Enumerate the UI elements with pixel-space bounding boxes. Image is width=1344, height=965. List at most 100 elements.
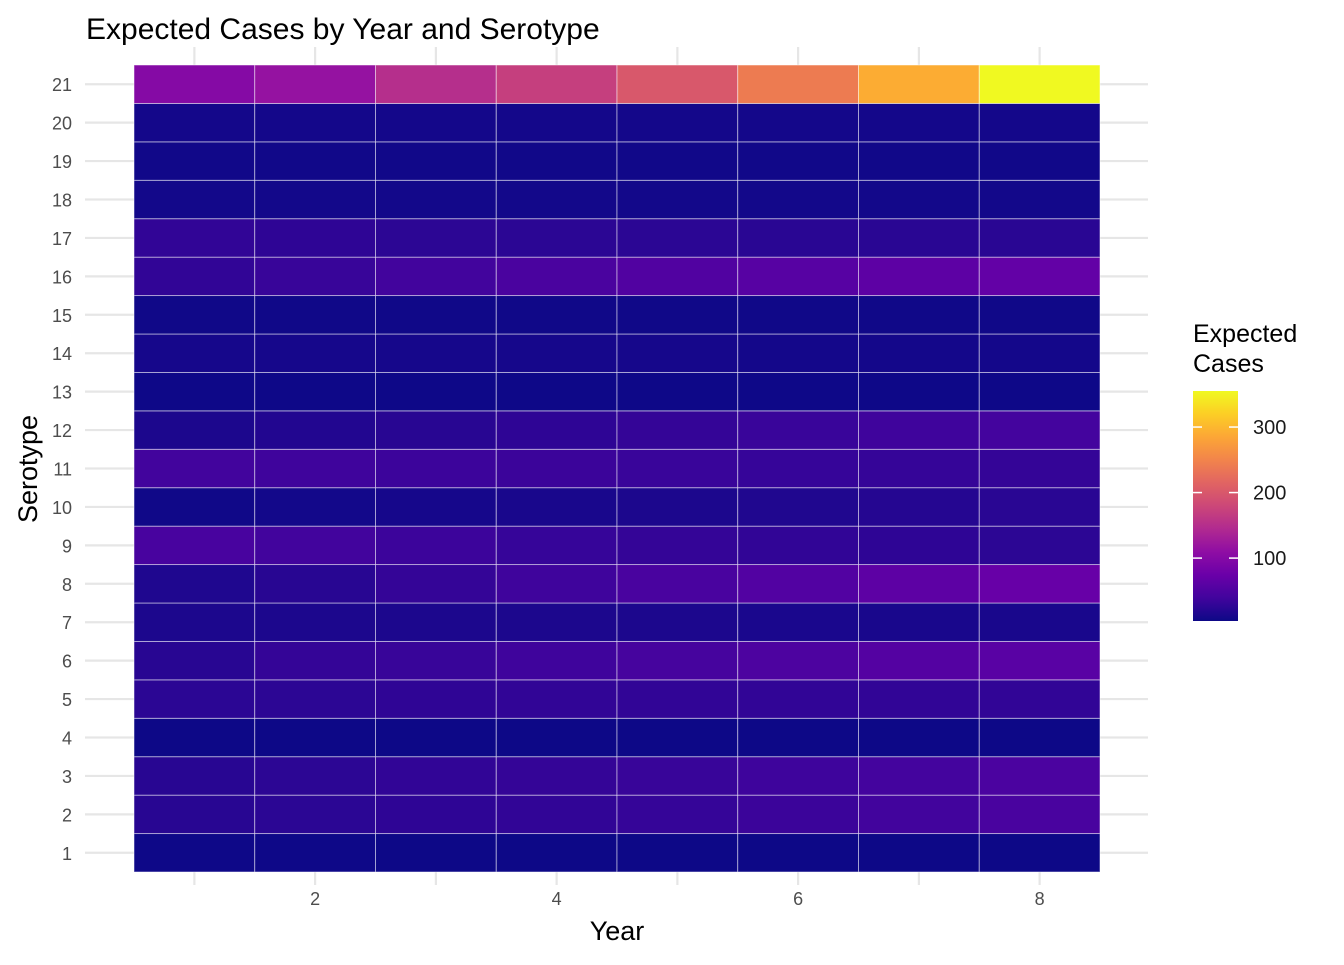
heatmap-cell-s18-y4 [495,179,618,220]
heatmap-cell-s4-y1 [133,717,256,758]
heatmap-cell-s8-y2 [254,564,376,604]
heatmap-cell-s14-y4 [495,333,618,373]
heatmap-cell-s6-y1 [133,640,256,681]
y-tick-label-11: 11 [53,460,72,480]
y-tick-label-3: 3 [62,767,72,787]
heatmap-cell-s3-y8 [978,756,1101,796]
heatmap-cell-s1-y8 [978,833,1101,873]
heatmap-cell-s6-y3 [375,640,497,681]
heatmap-cell-s15-y2 [254,295,376,335]
heatmap-cell-s20-y1 [133,102,256,143]
heatmap-cell-s17-y4 [495,218,618,258]
heatmap-cell-s13-y2 [254,371,376,412]
heatmap-cell-s18-y7 [858,179,980,220]
heatmap-cell-s3-y2 [254,756,376,796]
heatmap-cell-s21-y3 [375,64,497,104]
heatmap-cell-s16-y3 [375,256,497,297]
legend-tick-label-200: 200 [1253,483,1286,505]
heatmap-cell-s13-y3 [375,371,497,412]
heatmap-cell-s1-y3 [375,833,497,873]
heatmap-cell-s11-y7 [858,448,980,489]
heatmap-cell-s7-y7 [858,602,980,642]
heatmap-cell-s9-y3 [375,525,497,566]
heatmap-cell-s5-y8 [978,679,1101,719]
heatmap-cell-s3-y7 [858,756,980,796]
heatmap-cell-s13-y1 [133,371,256,412]
heatmap-cell-s13-y4 [495,371,618,412]
heatmap-cell-s10-y7 [858,487,980,527]
heatmap-cell-s21-y6 [737,64,859,104]
heatmap-cell-s2-y7 [858,794,980,835]
legend-ticks: 100 200 300 [1193,417,1286,570]
y-tick-label-17: 17 [52,229,72,249]
heatmap-cell-s18-y5 [616,179,739,220]
heatmap-cell-s6-y7 [858,640,980,681]
heatmap-cell-s19-y1 [133,141,256,181]
heatmap-cell-s1-y4 [495,833,618,873]
heatmap-cell-s21-y5 [616,64,739,104]
y-tick-label-8: 8 [62,575,72,595]
y-tick-label-10: 10 [52,498,72,518]
heatmap-cell-s6-y4 [495,640,618,681]
heatmap-cell-s1-y7 [858,833,980,873]
y-tick-label-15: 15 [52,306,72,326]
heatmap-cell-s3-y3 [375,756,497,796]
heatmap-cell-s14-y6 [737,333,859,373]
heatmap-cell-s11-y6 [737,448,859,489]
heatmap-cell-s9-y2 [254,525,376,566]
heatmap-cell-s16-y2 [254,256,376,297]
heatmap-cell-s9-y8 [978,525,1101,566]
heatmap-cell-s10-y3 [375,487,497,527]
heatmap-cell-s20-y3 [375,102,497,143]
y-tick-label-2: 2 [62,805,72,825]
heatmap-cell-s7-y1 [133,602,256,642]
heatmap-cell-s12-y2 [254,410,376,450]
heatmap-cell-s10-y8 [978,487,1101,527]
heatmap-cell-s19-y6 [737,141,859,181]
heatmap-cell-s18-y8 [978,179,1101,220]
heatmap-cells [133,64,1101,873]
y-tick-label-9: 9 [62,536,72,556]
heatmap-cell-s10-y5 [616,487,739,527]
heatmap-cell-s18-y1 [133,179,256,220]
heatmap-cell-s8-y4 [495,564,618,604]
heatmap-cell-s5-y5 [616,679,739,719]
heatmap-cell-s19-y5 [616,141,739,181]
heatmap-cell-s5-y4 [495,679,618,719]
x-tick-label-4: 4 [552,889,562,909]
heatmap-cell-s13-y5 [616,371,739,412]
heatmap-cell-s9-y7 [858,525,980,566]
heatmap-cell-s16-y4 [495,256,618,297]
heatmap-cell-s9-y1 [133,525,256,566]
heatmap-cell-s17-y8 [978,218,1101,258]
heatmap-cell-s19-y3 [375,141,497,181]
heatmap-cell-s1-y1 [133,833,256,873]
x-tick-label-6: 6 [793,889,803,909]
heatmap-cell-s1-y5 [616,833,739,873]
heatmap-cell-s15-y3 [375,295,497,335]
legend-title: Expected Cases [1193,320,1297,378]
heatmap-cell-s5-y3 [375,679,497,719]
heatmap-cell-s4-y3 [375,717,497,758]
heatmap-cell-s15-y8 [978,295,1101,335]
heatmap-cell-s21-y8 [978,64,1101,104]
heatmap-cell-s14-y3 [375,333,497,373]
heatmap-cell-s4-y2 [254,717,376,758]
heatmap-cell-s3-y5 [616,756,739,796]
heatmap-cell-s2-y5 [616,794,739,835]
heatmap-cell-s3-y1 [133,756,256,796]
heatmap-cell-s19-y4 [495,141,618,181]
heatmap-cell-s2-y3 [375,794,497,835]
y-tick-label-16: 16 [52,267,72,287]
heatmap-cell-s7-y2 [254,602,376,642]
heatmap-cell-s17-y2 [254,218,376,258]
legend-tick-label-300: 300 [1253,417,1286,439]
x-tick-label-2: 2 [310,889,320,909]
heatmap-cell-s17-y3 [375,218,497,258]
heatmap-cell-s11-y8 [978,448,1101,489]
heatmap-cell-s6-y6 [737,640,859,681]
heatmap-cell-s10-y4 [495,487,618,527]
